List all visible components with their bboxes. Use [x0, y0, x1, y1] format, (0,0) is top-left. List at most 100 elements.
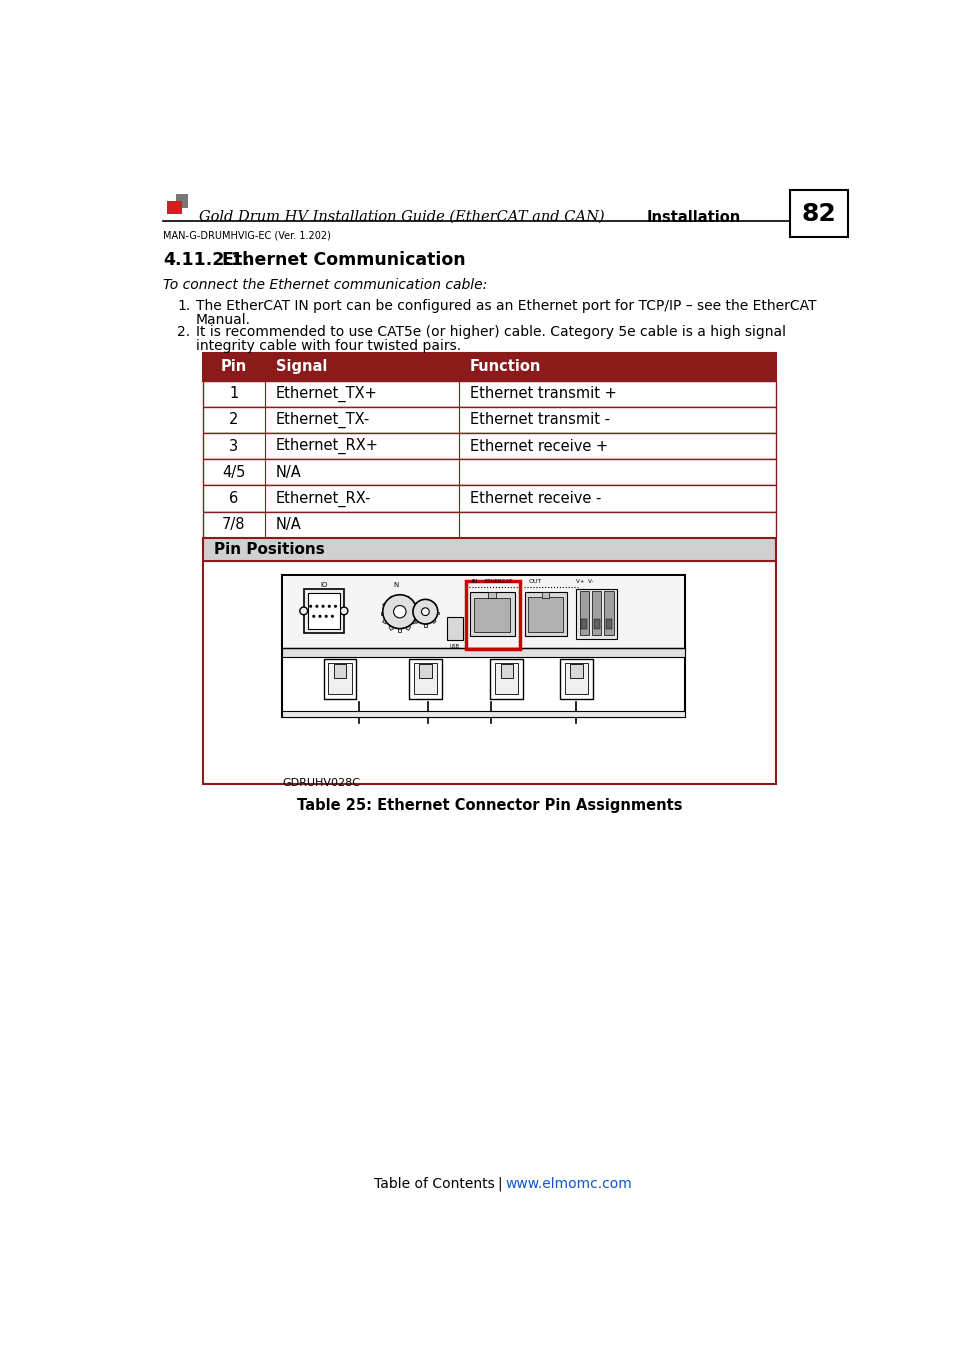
Bar: [424, 624, 426, 626]
Bar: [490, 659, 522, 699]
Circle shape: [328, 605, 331, 608]
Bar: [789, 190, 847, 236]
Bar: [203, 459, 776, 486]
Bar: [203, 486, 776, 512]
Bar: [593, 618, 599, 629]
Bar: [203, 352, 776, 381]
Text: Table 25: Ethernet Connector Pin Assignments: Table 25: Ethernet Connector Pin Assignm…: [296, 798, 681, 813]
Bar: [432, 620, 436, 624]
Text: Ethernet receive -: Ethernet receive -: [469, 491, 600, 506]
Bar: [604, 591, 613, 634]
Bar: [175, 194, 188, 208]
Bar: [528, 597, 562, 632]
Bar: [380, 612, 384, 614]
Text: Ethernet transmit -: Ethernet transmit -: [469, 413, 609, 428]
Bar: [411, 612, 415, 614]
Text: Ethernet_RX+: Ethernet_RX+: [275, 437, 378, 454]
Bar: [282, 648, 684, 657]
Text: 2.: 2.: [177, 325, 191, 339]
Bar: [334, 664, 346, 678]
Circle shape: [309, 605, 312, 608]
Bar: [488, 591, 496, 598]
Text: Signal: Signal: [275, 359, 327, 374]
Text: IN: IN: [472, 579, 478, 583]
Bar: [414, 663, 436, 694]
Bar: [303, 589, 344, 633]
Text: Pin Positions: Pin Positions: [213, 541, 324, 556]
Text: Ethernet_TX+: Ethernet_TX+: [275, 386, 377, 402]
Text: Ethernet_TX-: Ethernet_TX-: [275, 412, 370, 428]
Text: Function: Function: [469, 359, 540, 374]
Bar: [382, 620, 387, 624]
Bar: [524, 591, 567, 636]
Text: IO: IO: [320, 582, 327, 589]
Bar: [415, 620, 418, 624]
Text: Manual.: Manual.: [195, 313, 251, 327]
Text: 7/8: 7/8: [222, 517, 246, 532]
Text: 1.: 1.: [177, 300, 191, 313]
Text: Ethernet_RX-: Ethernet_RX-: [275, 490, 371, 506]
Bar: [203, 512, 776, 537]
Circle shape: [321, 605, 324, 608]
Bar: [203, 406, 776, 433]
Text: Installation: Installation: [645, 209, 740, 224]
Bar: [382, 602, 387, 608]
Bar: [282, 575, 684, 717]
Bar: [283, 576, 682, 648]
Bar: [406, 625, 410, 630]
Text: 2: 2: [229, 413, 238, 428]
Bar: [389, 625, 394, 630]
Text: Gold Drum HV Installation Guide (EtherCAT and CAN): Gold Drum HV Installation Guide (EtherCA…: [199, 209, 604, 224]
Bar: [415, 602, 418, 606]
Text: 6: 6: [229, 491, 238, 506]
Bar: [432, 602, 436, 606]
Text: Ethernet Communication: Ethernet Communication: [221, 251, 465, 269]
Bar: [397, 628, 401, 632]
Text: 4/5: 4/5: [222, 464, 245, 479]
Bar: [436, 612, 439, 614]
Bar: [559, 659, 592, 699]
Circle shape: [413, 599, 437, 624]
Text: Pin: Pin: [220, 359, 247, 374]
Bar: [415, 612, 418, 614]
Text: To connect the Ethernet communication cable:: To connect the Ethernet communication ca…: [163, 278, 487, 292]
Text: USB: USB: [450, 644, 459, 649]
Circle shape: [312, 614, 315, 618]
Circle shape: [334, 605, 336, 608]
Bar: [474, 598, 509, 632]
Text: Ethernet transmit +: Ethernet transmit +: [469, 386, 616, 401]
Bar: [328, 663, 352, 694]
Text: Table of Contents: Table of Contents: [374, 1177, 495, 1191]
Text: 4.11.2.1.: 4.11.2.1.: [163, 251, 250, 269]
Bar: [576, 589, 617, 639]
Text: N/A: N/A: [275, 464, 301, 479]
Bar: [469, 591, 514, 636]
Circle shape: [324, 614, 328, 618]
Bar: [397, 594, 401, 598]
Bar: [167, 201, 182, 215]
Bar: [605, 618, 612, 629]
Bar: [580, 618, 587, 629]
Text: 3: 3: [229, 439, 238, 454]
Bar: [203, 537, 776, 560]
Text: Ethernet receive +: Ethernet receive +: [469, 439, 607, 454]
Bar: [409, 659, 441, 699]
Bar: [592, 591, 600, 634]
Bar: [412, 620, 416, 624]
Text: V+  V-: V+ V-: [576, 579, 594, 583]
Bar: [418, 664, 431, 678]
Bar: [495, 663, 517, 694]
Bar: [203, 433, 776, 459]
Circle shape: [299, 608, 307, 614]
Text: N/A: N/A: [275, 517, 301, 532]
Bar: [323, 659, 356, 699]
Bar: [447, 617, 462, 640]
Circle shape: [382, 595, 416, 629]
Bar: [203, 560, 776, 784]
Text: |: |: [497, 1177, 501, 1191]
Bar: [579, 591, 588, 634]
Text: OUT: OUT: [528, 579, 541, 583]
Bar: [406, 597, 410, 601]
Text: 82: 82: [801, 201, 835, 225]
Bar: [465, 580, 519, 648]
